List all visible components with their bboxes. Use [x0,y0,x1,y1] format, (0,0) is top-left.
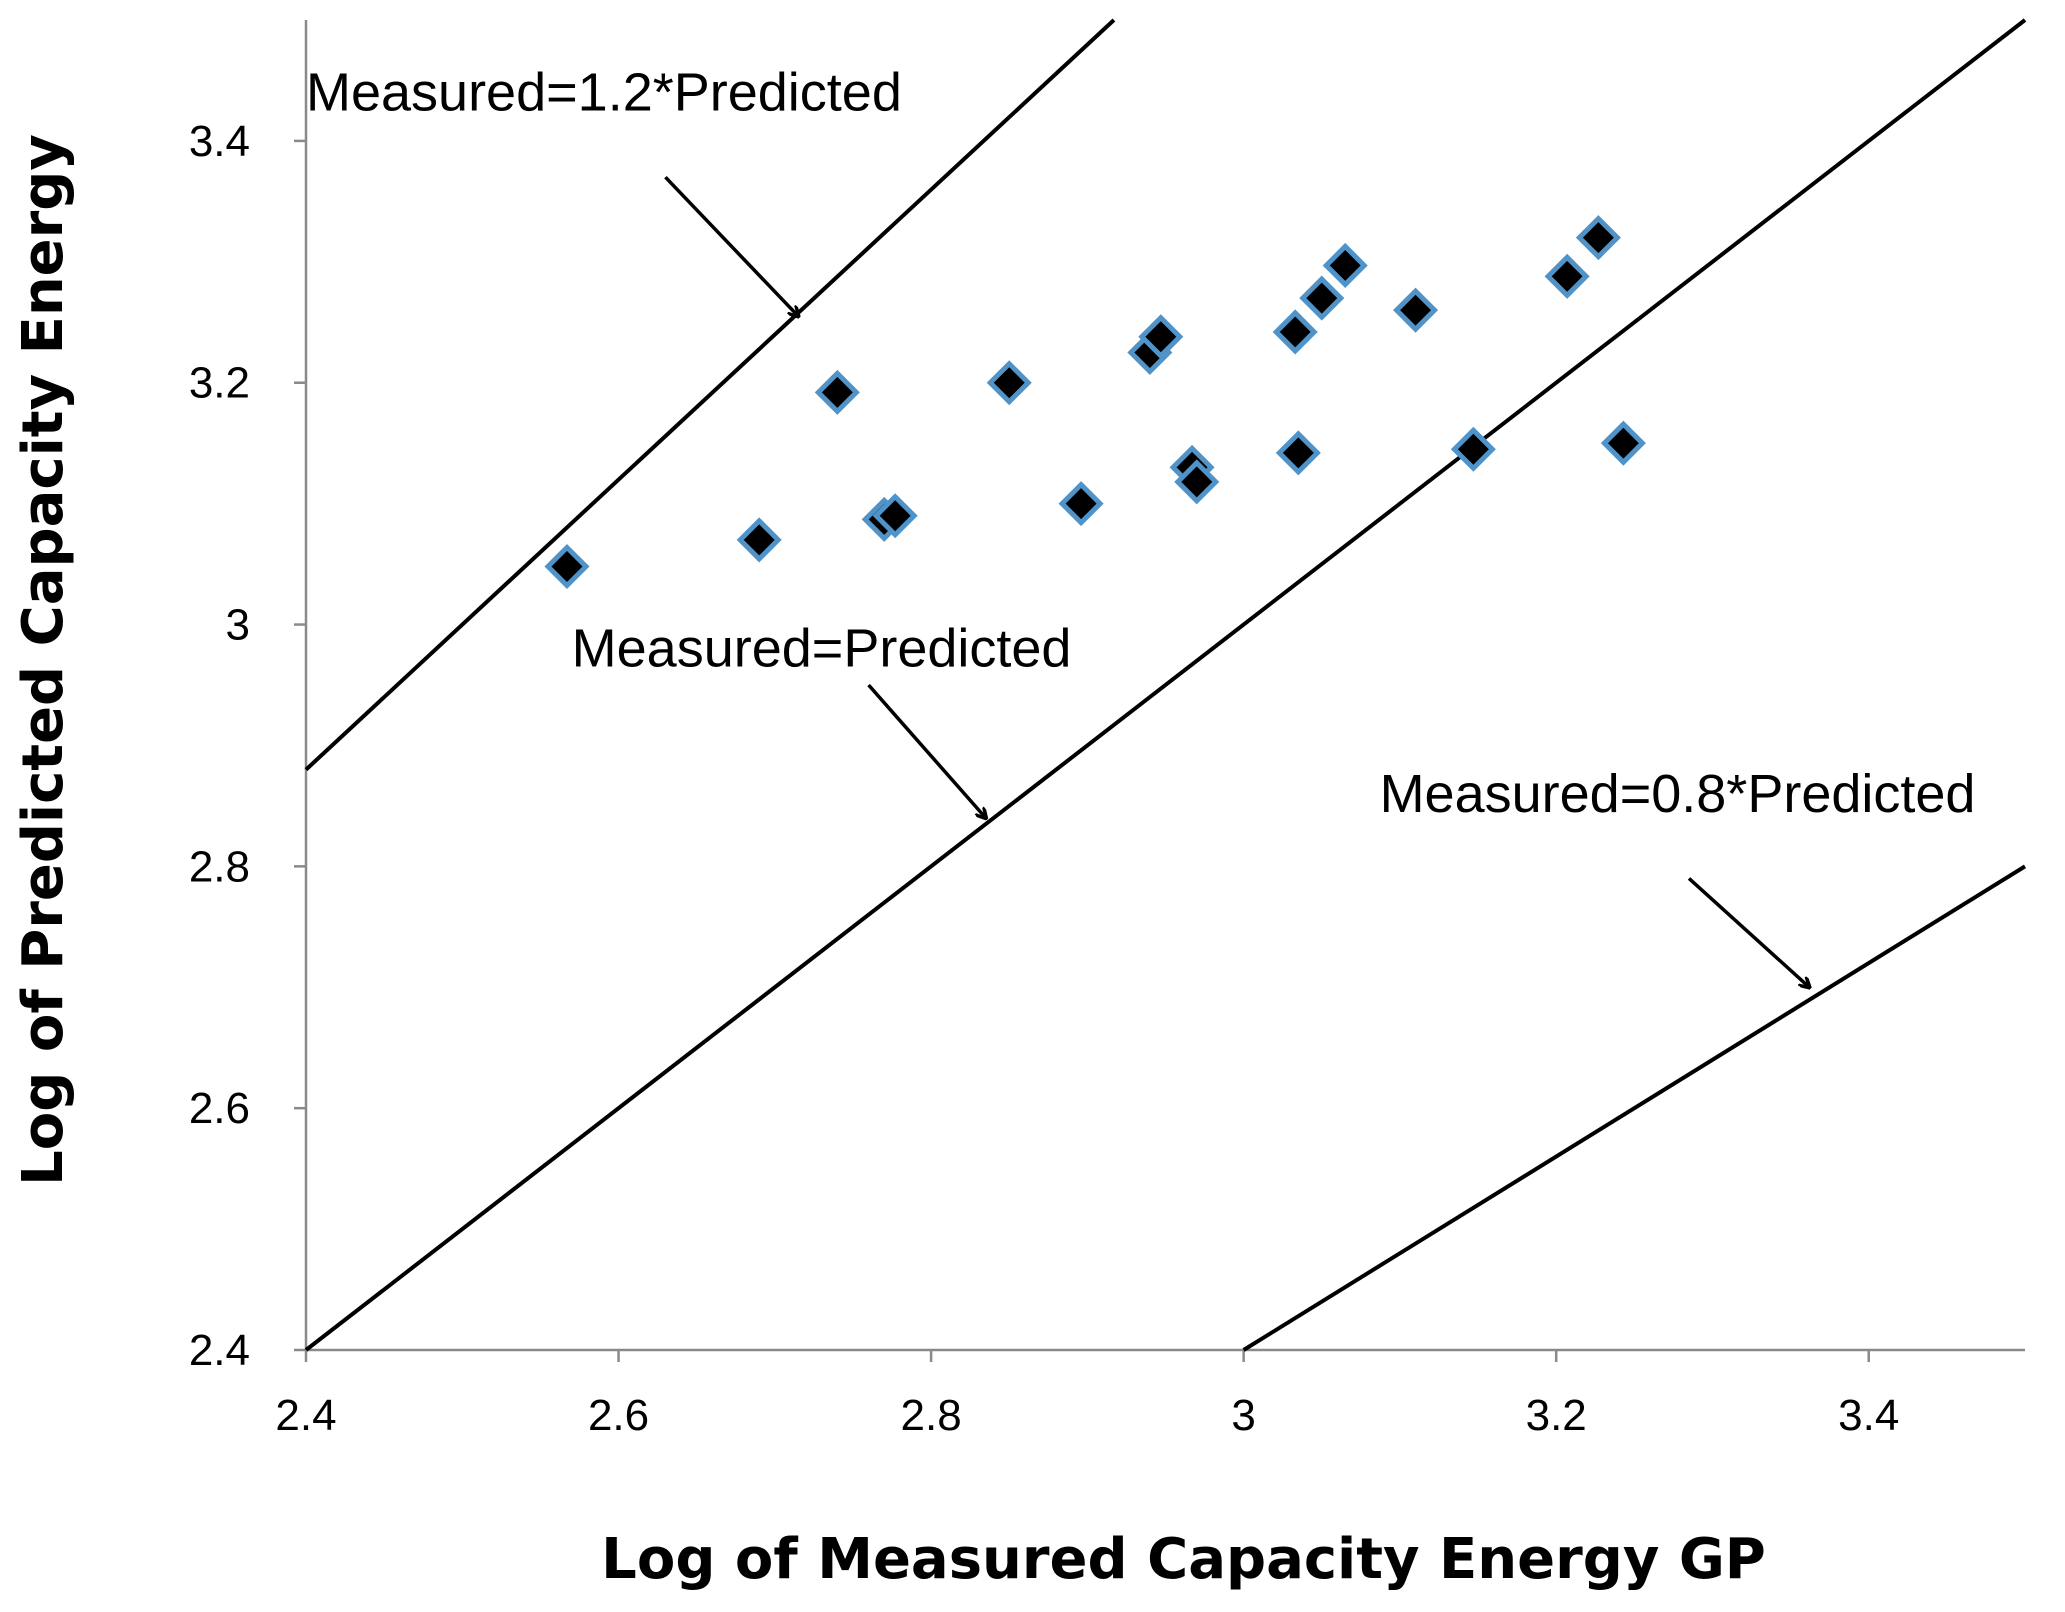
reference-lines [304,18,2027,1352]
annotation-label: Measured=0.8*Predicted [1380,764,1976,824]
data-point [1575,215,1621,261]
annotation-arrow [664,175,798,316]
data-point [1275,430,1321,476]
annotation-label: Measured=Predicted [572,619,1072,679]
axes [304,20,2025,1352]
data-point [1544,253,1590,299]
x-tick-label: 2.8 [901,1391,962,1440]
x-tick-label: 2.6 [588,1391,649,1440]
data-point [1322,242,1368,288]
x-tick-label: 2.4 [275,1391,336,1440]
y-tick-label: 2.6 [189,1084,250,1133]
data-point [1393,287,1439,333]
reference-line [304,18,1116,772]
data-point [1174,459,1220,505]
ticks: 2.4 2.6 2.8 3 3.2 3.4 2.4 2.6 2.8 3 3.2 3.4 [189,117,1899,1440]
annotation-arrow [867,683,986,818]
data-point [1058,481,1104,527]
reference-line [304,18,2027,1352]
data-point [872,493,918,539]
annotation-label: Measured=1.2*Predicted [306,63,902,123]
annotations: Measured=1.2*Predicted Measured=Predicted… [306,63,1975,824]
data-point [544,543,590,590]
y-tick-label: 2.8 [189,842,250,891]
y-tick-label: 3.2 [189,359,250,408]
data-point [1272,309,1318,355]
data-point [1299,275,1345,321]
annotation-arrows [664,175,1809,987]
data-point [986,360,1032,406]
x-tick-label: 3 [1231,1391,1255,1440]
data-point [814,369,860,415]
x-axis-title: Log of Measured Capacity Energy GP [601,1527,1766,1592]
reference-line [1242,864,2027,1352]
data-point [1138,314,1184,360]
data-point [1450,426,1496,472]
y-tick-label: 3.4 [189,117,250,166]
data-point [1600,420,1646,466]
y-axis-title: Log of Predicted Capacity Energy [11,134,76,1186]
annotation-arrow [1687,877,1809,987]
data-point [736,517,782,563]
y-tick-label: 2.4 [189,1326,250,1375]
x-tick-label: 3.4 [1838,1391,1899,1440]
y-tick-label: 3 [226,601,250,650]
data-points [544,215,1646,590]
x-tick-label: 3.2 [1526,1391,1587,1440]
